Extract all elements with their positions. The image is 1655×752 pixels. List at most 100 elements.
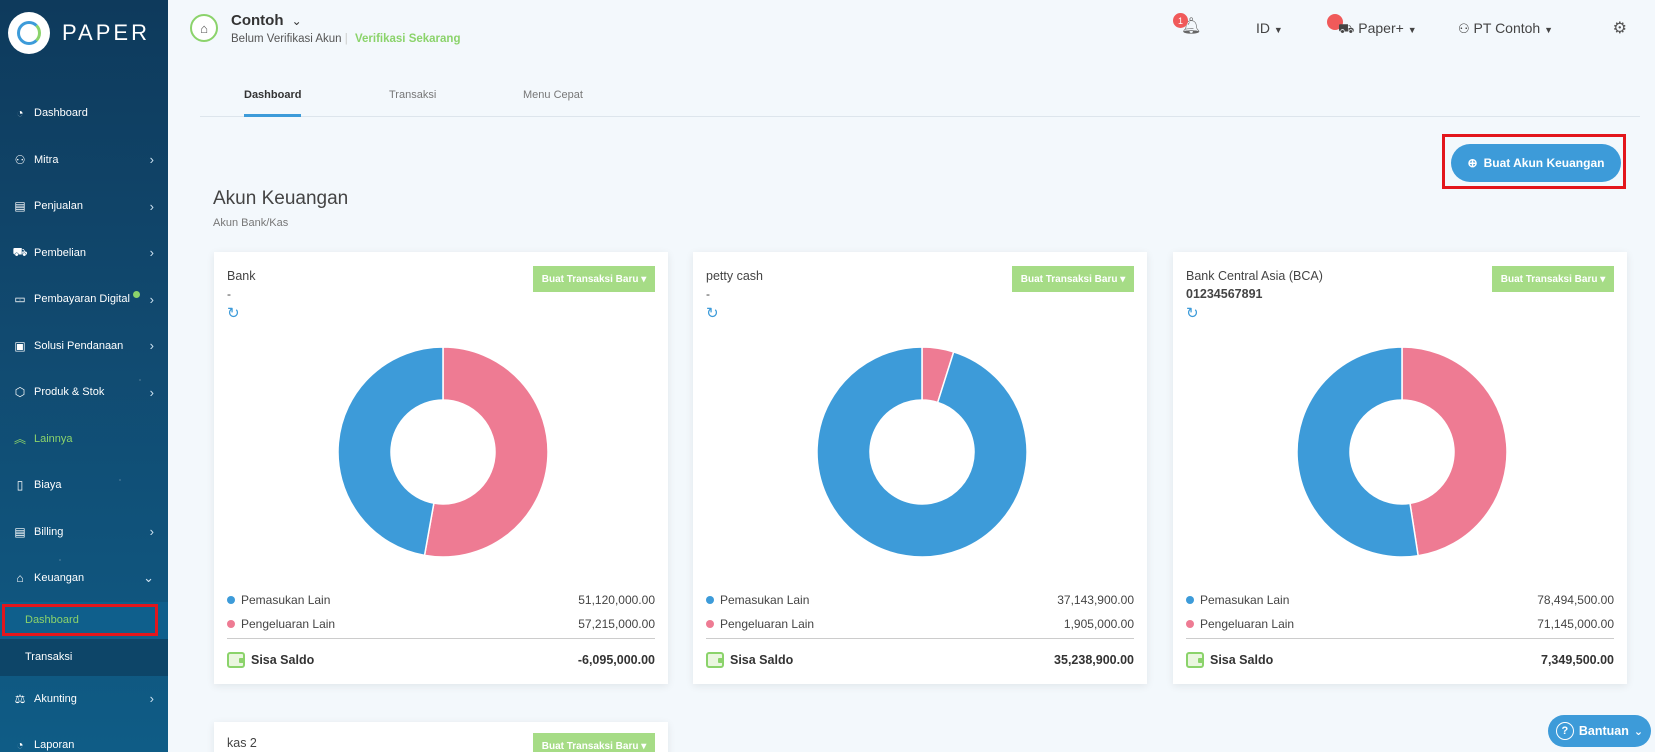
sidebar-subitem-transaksi[interactable]: Transaksi [25,651,73,663]
sidebar-item-label: Biaya [34,479,62,492]
pie-icon: ◔ [16,738,24,752]
sidebar-item-label: Akunting [34,692,77,705]
company-selector[interactable]: Contoh ⌄ [231,12,302,29]
new-transaction-button[interactable]: Buat Transaksi Baru ▾ [533,733,655,752]
tab-bar: Dashboard Transaksi Menu Cepat [200,75,1640,117]
balance-row: Sisa Saldo 7,349,500.00 [1186,648,1614,672]
expense-dot [706,620,714,628]
divider [1186,638,1614,639]
sidebar-item-biaya[interactable]: ▯ Biaya [0,462,168,509]
wallet-icon [1186,652,1204,668]
income-dot [227,596,235,604]
notification-button[interactable]: 🔔︎ 1 [1173,13,1203,38]
sidebar-item-label: Penjualan [34,200,83,213]
sidebar-item-billing[interactable]: ▤ Billing › [0,509,168,556]
user-dropdown[interactable]: ⚇ PT Contoh ▼ [1458,20,1553,37]
sidebar-item-label: Produk & Stok [34,386,105,399]
store-icon: ⌂ [190,14,218,42]
balance-label: Sisa Saldo [730,653,794,667]
account-name: Bank [227,269,256,283]
sidebar-item-produk-stok[interactable]: ⬡ Produk & Stok › [0,369,168,416]
users-icon: ⚇ [14,152,26,167]
income-slice[interactable] [337,346,444,557]
scale-icon: ⚖ [14,691,26,706]
expense-dot [227,620,235,628]
sidebar-item-pembayaran-digital[interactable]: ▭ Pembayaran Digital › [0,276,168,323]
account-number: 01234567891 [1186,287,1263,301]
sidebar-item-laporan[interactable]: ◔ Laporan [0,722,168,752]
create-account-highlight: ⊕ Buat Akun Keuangan [1442,134,1626,189]
dashboard-icon: ◔ [16,106,24,121]
paperplus-dropdown[interactable]: ⛟ Paper+ ▼ [1338,20,1417,39]
chevron-right-icon: › [149,198,154,214]
gear-icon[interactable]: ⚙ [1612,20,1627,37]
status-text: Belum Verifikasi Akun [231,33,342,45]
help-label: Bantuan [1578,724,1629,738]
legend-label: Pemasukan Lain [720,593,810,607]
sidebar-item-pembelian[interactable]: ⛟ Pembelian › [0,230,168,277]
income-value: 37,143,900.00 [1057,593,1134,607]
account-number: - [227,287,231,301]
expense-slice[interactable] [1401,346,1508,557]
new-transaction-button[interactable]: Buat Transaksi Baru ▾ [1012,266,1134,292]
chevron-right-icon: › [149,245,154,261]
language-dropdown[interactable]: ID ▼ [1256,20,1283,36]
balance-row: Sisa Saldo 35,238,900.00 [706,648,1134,672]
sidebar-item-lainnya[interactable]: ︽ Lainnya [0,416,168,463]
brand[interactable]: PAPER [8,10,150,56]
tab-dashboard[interactable]: Dashboard [244,89,302,117]
account-name: Bank Central Asia (BCA) [1186,269,1323,283]
caret-down-icon: ▼ [1273,25,1283,35]
new-transaction-button[interactable]: Buat Transaksi Baru ▾ [533,266,655,292]
sidebar-item-label: Dashboard [34,107,88,120]
chevron-down-icon: ⌄ [1633,725,1644,738]
refresh-icon[interactable]: ↻ [1186,305,1199,322]
balance-label: Sisa Saldo [251,653,315,667]
account-name: kas 2 [227,736,257,750]
paperplus-badge [1327,14,1343,30]
sidebar-item-label: Lainnya [34,432,73,445]
tab-menu-cepat[interactable]: Menu Cepat [523,89,583,101]
sidebar-item-solusi-pendanaan[interactable]: ▣ Solusi Pendanaan › [0,323,168,370]
page-title: Akun Keuangan [213,188,349,209]
expense-slice[interactable] [423,346,549,558]
sidebar-item-akunting[interactable]: ⚖ Akunting › [0,676,168,723]
income-slice[interactable] [1296,346,1419,558]
paper-logo-icon [8,12,50,54]
income-dot [706,596,714,604]
account-card: petty cash - ↻ Buat Transaksi Baru ▾ Pem… [693,252,1147,684]
notification-badge: 1 [1173,13,1188,28]
expense-value: 1,905,000.00 [1063,617,1134,631]
sidebar-item-penjualan[interactable]: ▤ Penjualan › [0,183,168,230]
refresh-icon[interactable]: ↻ [227,305,240,322]
create-account-button[interactable]: ⊕ Buat Akun Keuangan [1451,144,1621,182]
new-transaction-button[interactable]: Buat Transaksi Baru ▾ [1492,266,1614,292]
balance-value: 35,238,900.00 [1054,653,1134,667]
account-card: Bank - ↻ Buat Transaksi Baru ▾ Pemasukan… [214,252,668,684]
sidebar-subitem-dashboard[interactable]: Dashboard [0,601,168,639]
sidebar-item-label: Billing [34,525,64,538]
sidebar-item-mitra[interactable]: ⚇ Mitra › [0,137,168,184]
refresh-icon[interactable]: ↻ [706,305,719,322]
tab-transaksi[interactable]: Transaksi [389,89,437,101]
language-label: ID [1256,20,1270,36]
sidebar-item-keuangan[interactable]: ⌂ Keuangan ⌄ [0,555,168,602]
sidebar-item-dashboard[interactable]: ◔ Dashboard [0,90,168,137]
top-header: ⌂ Contoh ⌄ Belum Verifikasi Akun | Verif… [168,0,1655,60]
sidebar-nav: ◔ Dashboard ⚇ Mitra › ▤ Penjualan › ⛟ Pe… [0,90,168,752]
chevron-right-icon: › [149,338,154,354]
cart-icon: ⛟ [1338,21,1355,36]
wallet-icon [227,652,245,668]
account-card: kas 2 Buat Transaksi Baru ▾ [214,722,668,752]
sidebar-item-label: Pembayaran Digital [34,293,130,306]
verify-now-link[interactable]: Verifikasi Sekarang [354,33,461,45]
balance-value: 7,349,500.00 [1541,653,1614,667]
brand-name: PAPER [62,20,150,45]
billing-icon: ▤ [14,524,26,539]
donut-chart [1296,346,1508,558]
help-button[interactable]: ? Bantuan ⌄ [1548,715,1651,747]
legend-expense: Pengeluaran Lain 57,215,000.00 [227,614,655,634]
plus-circle-icon: ⊕ [1467,156,1478,170]
donut-chart [816,346,1028,558]
income-slice[interactable] [816,346,1028,558]
